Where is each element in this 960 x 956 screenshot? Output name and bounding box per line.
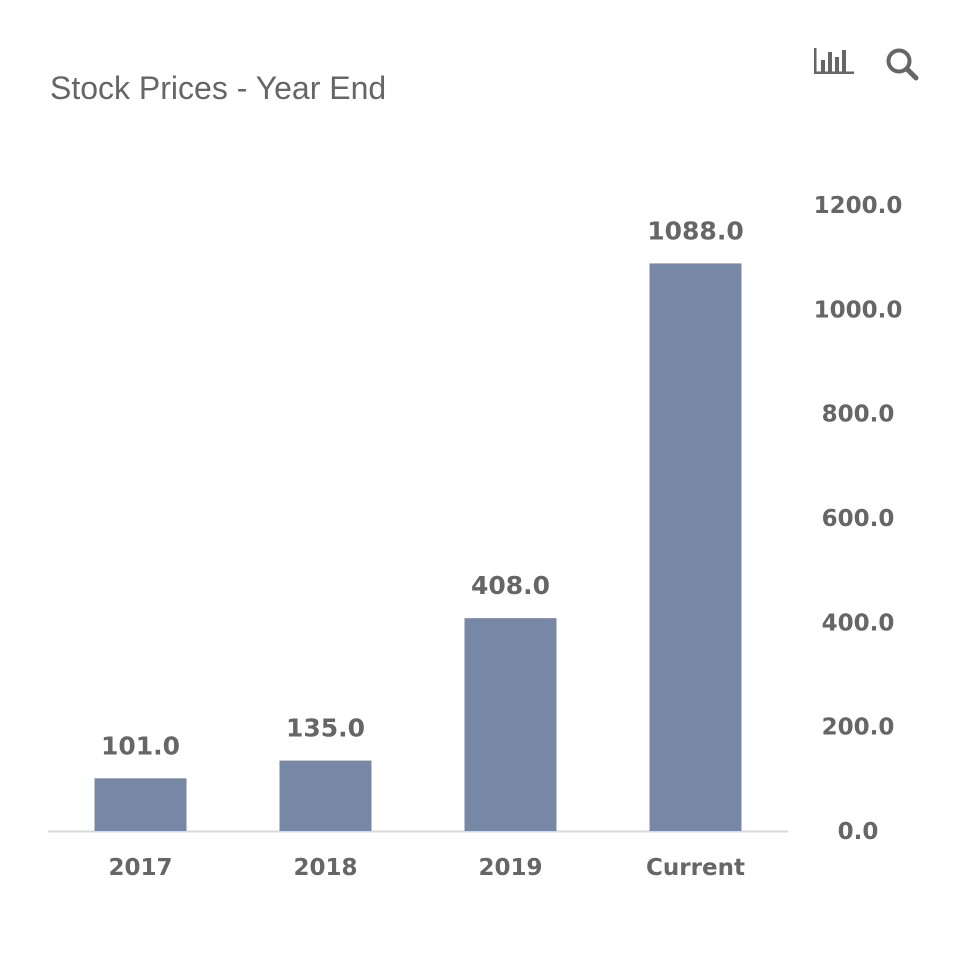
bar-current[interactable] bbox=[649, 263, 742, 832]
y-tick-label-400: 400.0 bbox=[822, 610, 895, 636]
bar-2018[interactable] bbox=[279, 760, 372, 831]
data-label-2017: 101.0 bbox=[101, 731, 180, 760]
x-axis-tick-labels: 2017 2018 2019 Current bbox=[108, 855, 744, 881]
x-tick-label-2017: 2017 bbox=[108, 855, 172, 881]
bar-chart-icon[interactable] bbox=[812, 44, 856, 76]
y-tick-label-800: 800.0 bbox=[822, 402, 895, 428]
x-tick-label-2019: 2019 bbox=[478, 855, 542, 881]
y-tick-label-200: 200.0 bbox=[822, 715, 895, 741]
y-tick-label-1200: 1200.0 bbox=[814, 193, 903, 219]
x-tick-label-current: Current bbox=[646, 855, 745, 881]
magnifier-icon[interactable] bbox=[882, 44, 922, 84]
data-label-2019: 408.0 bbox=[471, 571, 550, 600]
bars-group bbox=[94, 263, 742, 832]
y-tick-label-1000: 1000.0 bbox=[814, 297, 903, 323]
y-tick-label-0: 0.0 bbox=[838, 819, 879, 845]
data-label-2018: 135.0 bbox=[286, 714, 365, 743]
y-tick-label-600: 600.0 bbox=[822, 506, 895, 532]
bar-2019[interactable] bbox=[464, 618, 557, 831]
data-labels-group: 101.0 135.0 408.0 1088.0 bbox=[101, 216, 744, 760]
data-label-current: 1088.0 bbox=[647, 216, 743, 245]
y-axis-tick-labels: 0.0 200.0 400.0 600.0 800.0 1000.0 1200.0 bbox=[814, 193, 903, 845]
bar-2017[interactable] bbox=[94, 778, 187, 831]
chart-title: Stock Prices - Year End bbox=[50, 70, 387, 106]
x-tick-label-2018: 2018 bbox=[293, 855, 357, 881]
